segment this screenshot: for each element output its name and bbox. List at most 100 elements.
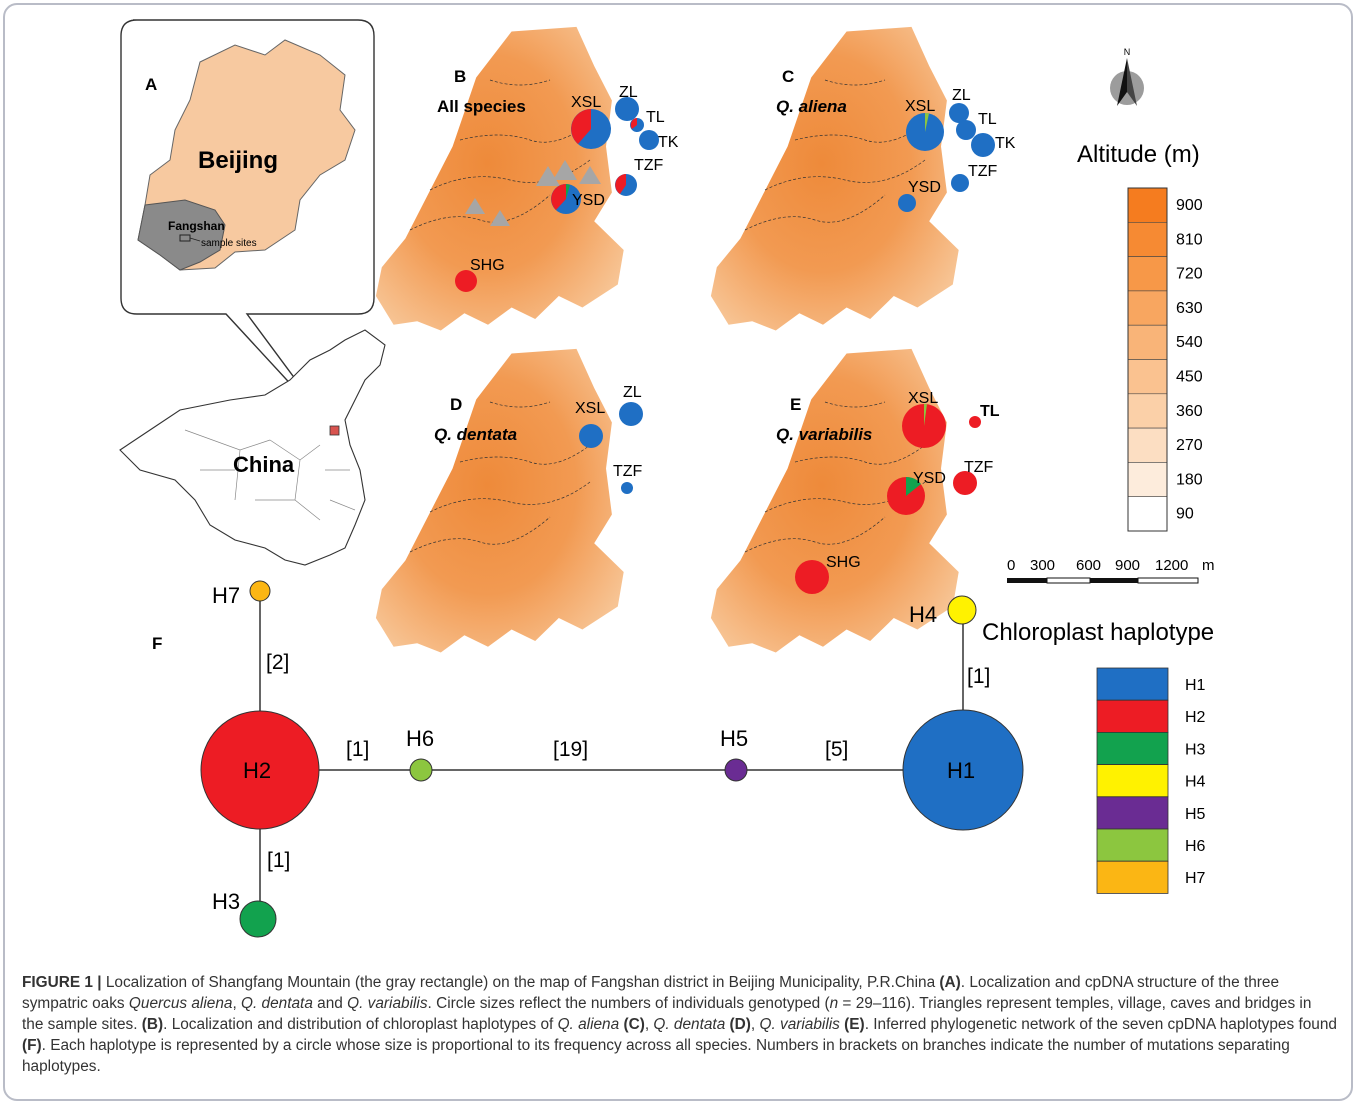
china-map: China xyxy=(119,329,386,566)
figure-frame xyxy=(3,3,1353,1101)
node-label-h6: H6 xyxy=(406,726,434,751)
pie-tk-b xyxy=(639,130,659,150)
scale-tick-label: 300 xyxy=(1030,557,1055,574)
altitude-level-label: 90 xyxy=(1176,506,1194,523)
altitude-level-label: 720 xyxy=(1176,266,1203,283)
altitude-swatch xyxy=(1127,187,1168,223)
site-label: SHG xyxy=(826,554,861,571)
figure-canvas: A Beijing Fangshan sample sites China B … xyxy=(119,19,1215,938)
fangshan-label: Fangshan xyxy=(168,219,225,233)
altitude-title: Altitude (m) xyxy=(1077,141,1200,168)
node-label-h5: H5 xyxy=(720,726,748,751)
altitude-level-label: 360 xyxy=(1176,403,1203,420)
haplotype-legend-title: Chloroplast haplotype xyxy=(982,619,1214,646)
node-h4 xyxy=(947,595,977,625)
node-h1 xyxy=(902,709,1024,831)
node-label-h2: H2 xyxy=(243,758,271,783)
haplotype-swatch xyxy=(1096,764,1169,798)
haplotype-swatch xyxy=(1096,667,1169,701)
haplotype-swatch xyxy=(1096,796,1169,830)
pie-xsl-d xyxy=(579,424,603,448)
panel-e-markers xyxy=(795,403,981,594)
branch-label: [1] xyxy=(267,849,290,872)
altitude-swatch xyxy=(1127,359,1168,395)
haplotype-network: F H7 H2 H3 H6 H5 H1 H4 [2] [1] [1] [19] … xyxy=(152,580,1024,938)
pie-tk-c xyxy=(971,133,995,157)
branch-label: [19] xyxy=(553,738,588,761)
haplotype-swatch xyxy=(1096,860,1169,894)
pie-ysd-c xyxy=(898,194,916,212)
altitude-swatch xyxy=(1127,324,1168,360)
panel-b-site-labels: XSL ZL TL TK TZF YSD SHG xyxy=(470,84,679,274)
altitude-level-label: 810 xyxy=(1176,231,1203,248)
pie-zl-d xyxy=(619,402,643,426)
altitude-legend: Altitude (m) 900 810 720 630 540 450 360 270 180… xyxy=(1077,141,1203,532)
node-label-h7: H7 xyxy=(212,583,240,608)
figure-caption: FIGURE 1 | Localization of Shangfang Mou… xyxy=(22,974,1337,1075)
china-label: China xyxy=(233,452,295,477)
node-h7 xyxy=(249,580,271,602)
altitude-level-label: 630 xyxy=(1176,300,1203,317)
panel-c-letter: C xyxy=(782,67,794,86)
scale-tick-label: 900 xyxy=(1115,557,1140,574)
pie-zl-c xyxy=(949,103,969,123)
panel-a: A Beijing Fangshan sample sites xyxy=(120,19,375,431)
beijing-marker xyxy=(329,425,340,436)
node-h2 xyxy=(200,710,320,830)
pie-tzf-d xyxy=(621,482,633,494)
site-triangle xyxy=(553,160,577,180)
panel-b-markers xyxy=(455,97,659,292)
scale-unit: m xyxy=(1202,557,1215,574)
altitude-swatch xyxy=(1127,427,1168,463)
panel-b-title: All species xyxy=(437,97,526,116)
site-label: ZL xyxy=(952,87,971,104)
panel-f-letter: F xyxy=(152,634,162,653)
node-label-h4: H4 xyxy=(909,602,937,627)
panel-d-site-labels: XSL ZL TZF xyxy=(575,384,643,480)
panel-e-title: Q. variabilis xyxy=(776,425,872,444)
sample-sites-label: sample sites xyxy=(201,238,257,249)
site-label: TK xyxy=(995,135,1016,152)
pie-tzf-c xyxy=(951,174,969,192)
altitude-swatch xyxy=(1127,290,1168,326)
haplotype-swatch xyxy=(1096,828,1169,862)
scale-tick-label: 1200 xyxy=(1155,557,1188,574)
altitude-level-label: 450 xyxy=(1176,369,1203,386)
haplotype-legend-label: H4 xyxy=(1185,774,1206,791)
panel-d-title: Q. dentata xyxy=(434,425,517,444)
altitude-ramp-frame xyxy=(1127,187,1168,532)
altitude-swatch xyxy=(1127,256,1168,292)
site-triangle xyxy=(579,166,601,184)
branch-label: [5] xyxy=(825,738,848,761)
site-label: TK xyxy=(658,134,679,151)
site-label: ZL xyxy=(623,384,642,401)
site-label: TZF xyxy=(634,157,664,174)
site-label: XSL xyxy=(571,94,601,111)
site-label: TZF xyxy=(968,163,998,180)
branch-label: [1] xyxy=(967,665,990,688)
node-h5 xyxy=(724,758,748,782)
site-label: SHG xyxy=(470,257,505,274)
node-label-h3: H3 xyxy=(212,889,240,914)
haplotype-legend-label: H5 xyxy=(1185,806,1206,823)
haplotype-legend: Chloroplast haplotype H1 H2 H3 H4 H5 H6 H7 xyxy=(982,619,1214,894)
panel-e-map xyxy=(710,348,959,653)
pie-tl-e xyxy=(969,416,981,428)
node-label-h1: H1 xyxy=(947,758,975,783)
panel-d-map xyxy=(375,348,624,653)
haplotype-swatch xyxy=(1096,699,1169,733)
haplotype-legend-label: H1 xyxy=(1185,677,1206,694)
pie-zl-b xyxy=(615,97,639,121)
caption-label: FIGURE 1 | xyxy=(22,974,102,991)
node-h6 xyxy=(409,758,433,782)
site-label: TL xyxy=(646,109,665,126)
pie-shg-e xyxy=(795,560,829,594)
panel-b-letter: B xyxy=(454,67,466,86)
altitude-swatch xyxy=(1127,496,1168,532)
site-label: XSL xyxy=(575,400,605,417)
haplotype-legend-label: H7 xyxy=(1185,870,1206,887)
panel-e-letter: E xyxy=(790,395,801,414)
haplotype-legend-label: H3 xyxy=(1185,741,1206,758)
compass-icon: N xyxy=(1110,47,1144,106)
scale-tick-label: 600 xyxy=(1076,557,1101,574)
